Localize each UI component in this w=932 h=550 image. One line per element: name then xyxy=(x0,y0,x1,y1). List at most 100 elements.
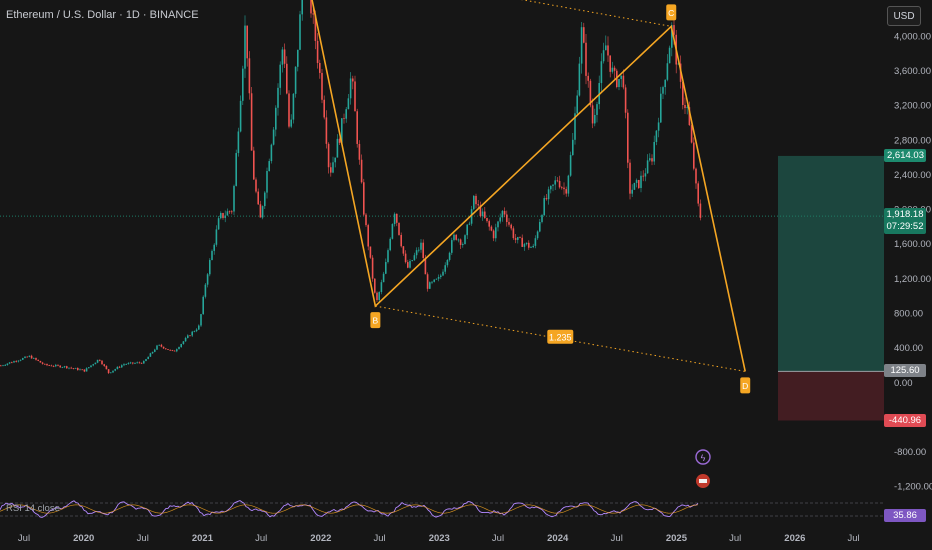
candle-body xyxy=(607,45,609,56)
candle-body xyxy=(94,362,97,365)
candle-body xyxy=(283,49,286,64)
price-axis[interactable]: -1,200.00 -800.00 0.00 400.00 800.00 1,200.00… xyxy=(894,31,932,492)
candle-body xyxy=(693,142,695,169)
time-axis-label: 2022 xyxy=(310,533,331,544)
candle-body xyxy=(316,40,319,63)
candle-body xyxy=(455,234,457,240)
candle-body xyxy=(288,93,290,127)
time-axis[interactable]: Jul 2020 Jul 2021 Jul 2022 Jul 2023 Jul 2024 Jul 20… xyxy=(18,533,860,544)
candle-body xyxy=(336,138,339,158)
candle-body xyxy=(63,366,66,368)
currency-button[interactable]: USD xyxy=(887,6,921,26)
candle-body xyxy=(228,211,231,213)
candle-body xyxy=(433,279,435,282)
candle-body xyxy=(503,210,506,215)
candle-body xyxy=(101,360,103,365)
candle-body xyxy=(422,242,424,258)
candle-body xyxy=(323,99,325,118)
time-axis-label: Jul xyxy=(374,533,386,544)
entry-price-tag: 125.60 xyxy=(884,364,926,377)
candle-body xyxy=(48,365,50,366)
candle-body xyxy=(464,235,466,245)
candle-body xyxy=(145,359,147,362)
candle-body xyxy=(528,242,530,248)
candle-body xyxy=(268,161,270,172)
candle-body xyxy=(286,63,288,94)
candle-body xyxy=(158,344,160,346)
candle-body xyxy=(28,355,31,357)
candle-body xyxy=(466,224,468,236)
candle-body xyxy=(52,366,55,367)
candle-body xyxy=(233,185,235,212)
candle-body xyxy=(99,359,101,361)
candle-body xyxy=(116,366,119,370)
candle-body xyxy=(360,159,363,183)
candle-body xyxy=(22,358,24,360)
candle-body xyxy=(297,49,299,67)
candle-body xyxy=(55,364,57,367)
candle-body xyxy=(633,182,636,190)
price-axis-label: -800.00 xyxy=(894,447,926,458)
candle-body xyxy=(563,187,565,190)
candle-body xyxy=(620,75,622,80)
candle-body xyxy=(312,13,314,15)
candle-body xyxy=(611,67,614,72)
candle-body xyxy=(481,211,484,217)
candle-body xyxy=(277,87,279,108)
candle-body xyxy=(220,213,222,219)
candle-body xyxy=(510,224,512,229)
candle-body xyxy=(110,372,112,374)
candle-body xyxy=(169,349,171,351)
candle-body xyxy=(519,237,521,238)
candle-body xyxy=(180,344,182,348)
candle-body xyxy=(292,93,295,120)
profit-zone xyxy=(778,155,884,372)
candle-body xyxy=(640,175,642,188)
price-axis-label: 400.00 xyxy=(894,343,923,354)
candle-body xyxy=(77,367,79,371)
candle-body xyxy=(543,198,545,216)
candle-body xyxy=(646,160,649,174)
candle-body xyxy=(662,87,664,94)
candle-body xyxy=(15,361,17,362)
candle-body xyxy=(41,362,44,364)
candle-body xyxy=(129,362,132,364)
price-axis-label: 2,800.00 xyxy=(894,135,931,146)
candle-body xyxy=(644,173,647,177)
candle-body xyxy=(242,68,244,101)
candle-body xyxy=(596,104,598,115)
candle-body xyxy=(541,215,543,222)
candle-body xyxy=(697,183,699,204)
candle-body xyxy=(426,274,429,289)
candle-body xyxy=(556,180,559,182)
candle-body xyxy=(473,195,475,210)
rsi-value-tag: 35.86 xyxy=(884,509,926,522)
candle-body xyxy=(686,107,688,109)
candle-body xyxy=(37,359,39,361)
candle-body xyxy=(429,282,431,289)
candle-body xyxy=(664,79,666,88)
candle-body xyxy=(565,189,567,194)
symbol-title[interactable]: Ethereum / U.S. Dollar · 1D · BINANCE xyxy=(6,9,199,21)
time-axis-label: 2026 xyxy=(784,533,805,544)
candle-body xyxy=(138,362,141,364)
earnings-event-glyph xyxy=(699,479,707,483)
candle-body xyxy=(418,249,420,251)
candle-body xyxy=(70,367,72,369)
abcd-pattern-line xyxy=(311,0,747,372)
candle-body xyxy=(211,250,213,261)
candle-body xyxy=(525,242,528,245)
candle-body xyxy=(378,292,380,301)
candle-body xyxy=(574,113,576,140)
candle-body xyxy=(44,363,46,365)
candle-body xyxy=(521,237,523,247)
candle-body xyxy=(580,27,583,64)
candle-body xyxy=(160,344,163,347)
candle-body xyxy=(272,129,275,145)
candle-body xyxy=(59,365,61,368)
candle-body xyxy=(178,347,180,350)
rsi-indicator-label[interactable]: RSI 14 close xyxy=(6,503,60,514)
candle-body xyxy=(39,360,42,363)
candle-body xyxy=(653,141,655,162)
